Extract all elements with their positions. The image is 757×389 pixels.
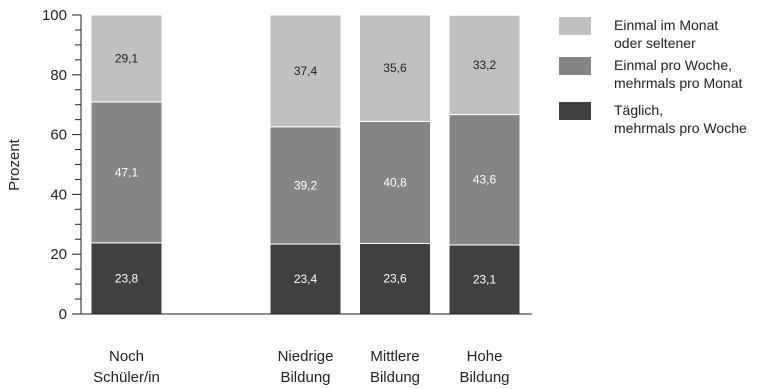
category-label: Schüler/in — [93, 369, 160, 386]
bar-segment — [90, 14, 163, 103]
category-labels: Noch Schüler/in Niedrige Bildung Mittlere Bil… — [93, 348, 509, 386]
y-tick-label: 100 — [42, 7, 67, 24]
y-tick-label: 20 — [50, 246, 67, 263]
bar-value-label: 39,2 — [294, 178, 318, 192]
bar-value-label: 33,2 — [473, 58, 497, 72]
bar-area: 23,8 47,1 29,1 23,4 39,2 37,4 23,6 40,8 35,6 23,1… — [81, 14, 532, 315]
bar-value-label: 23,4 — [294, 272, 318, 286]
bar-segment — [359, 242, 431, 315]
legend-label: mehrmals pro Woche — [614, 120, 747, 136]
category-label: Mittlere — [370, 348, 419, 365]
y-tick-label: 80 — [50, 67, 67, 84]
category-label: Bildung — [280, 369, 330, 386]
bar-segment — [448, 114, 521, 246]
category-label: Noch — [109, 348, 144, 365]
bar-segment — [269, 14, 342, 128]
bar-value-label: 35,6 — [383, 61, 407, 75]
bar-value-label: 23,1 — [473, 272, 497, 286]
y-tick-label: 60 — [50, 127, 67, 144]
y-axis-title: Prozent — [6, 138, 23, 191]
bar-segment — [90, 101, 163, 244]
legend-label: Täglich, — [614, 102, 663, 118]
bar-value-label: 29,1 — [115, 52, 139, 66]
y-axis: 0 20 40 60 80 100 — [42, 7, 82, 323]
legend-swatch — [559, 17, 591, 35]
category-label: Niedrige — [278, 348, 334, 365]
legend-swatch — [559, 102, 591, 120]
bar-segment — [359, 14, 431, 122]
legend: Einmal im Monat oder seltener Einmal pro W… — [559, 17, 747, 136]
bar-value-label: 23,8 — [115, 271, 139, 285]
category-label: Bildung — [459, 369, 509, 386]
y-tick-label: 0 — [59, 306, 67, 323]
bar-value-label: 37,4 — [294, 64, 318, 78]
category-label: Hohe — [467, 348, 503, 365]
bar-value-label: 47,1 — [115, 165, 139, 179]
bar-segment — [269, 126, 342, 245]
legend-label: oder seltener — [614, 35, 696, 51]
bar-value-label: 43,6 — [473, 173, 497, 187]
bar-value-label: 23,6 — [383, 272, 407, 286]
bar-segment — [448, 244, 521, 315]
bar-segment — [448, 14, 521, 116]
y-tick-label: 40 — [50, 186, 67, 203]
legend-swatch — [559, 57, 591, 75]
legend-label: Einmal pro Woche, — [614, 57, 732, 73]
bar-value-label: 40,8 — [383, 175, 407, 189]
legend-label: Einmal im Monat — [614, 17, 718, 33]
legend-label: mehrmals pro Monat — [614, 75, 742, 91]
category-label: Bildung — [370, 369, 420, 386]
